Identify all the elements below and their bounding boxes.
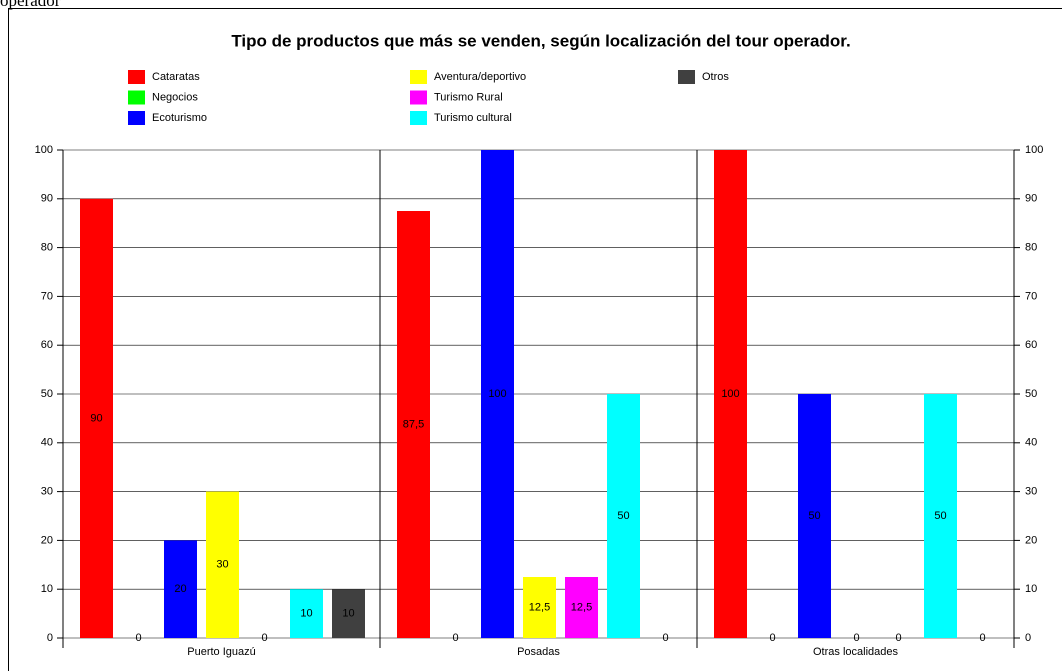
y2-tick-label: 90 xyxy=(1025,193,1037,205)
clipped-text: operador xyxy=(0,0,61,10)
y-tick-label: 80 xyxy=(41,242,53,254)
value-label: 0 xyxy=(979,632,985,644)
y2-tick-label: 30 xyxy=(1025,486,1037,498)
value-label: 0 xyxy=(261,632,267,644)
y2-tick-label: 80 xyxy=(1025,242,1037,254)
value-label: 0 xyxy=(769,632,775,644)
legend-swatch xyxy=(410,70,427,84)
bar xyxy=(290,589,323,638)
value-label: 30 xyxy=(216,559,228,571)
bar xyxy=(798,394,831,638)
value-label: 90 xyxy=(90,412,102,424)
y-tick-label: 60 xyxy=(41,339,53,351)
value-label: 50 xyxy=(808,510,820,522)
value-label: 50 xyxy=(934,510,946,522)
legend-label: Turismo cultural xyxy=(434,112,512,124)
bar xyxy=(481,150,514,638)
legend-label: Cataratas xyxy=(152,71,200,83)
bar xyxy=(164,540,197,638)
y-tick-label: 40 xyxy=(41,437,53,449)
bar xyxy=(523,577,556,638)
y-tick-label: 70 xyxy=(41,290,53,302)
legend-swatch xyxy=(410,111,427,125)
legend-swatch xyxy=(128,70,145,84)
y2-tick-label: 40 xyxy=(1025,437,1037,449)
bar xyxy=(332,589,365,638)
bar xyxy=(206,491,239,638)
legend-swatch xyxy=(678,70,695,84)
x-tick-label: Posadas xyxy=(517,646,560,658)
value-label: 87,5 xyxy=(403,418,424,430)
value-label: 12,5 xyxy=(571,601,592,613)
value-label: 0 xyxy=(662,632,668,644)
y2-tick-label: 20 xyxy=(1025,534,1037,546)
legend-swatch xyxy=(128,90,145,105)
value-label: 10 xyxy=(300,608,312,620)
x-tick-label: Otras localidades xyxy=(813,646,898,658)
y-tick-label: 100 xyxy=(35,144,53,156)
legend-label: Otros xyxy=(702,71,729,83)
value-label: 10 xyxy=(342,608,354,620)
value-label: 12,5 xyxy=(529,601,550,613)
legend-swatch xyxy=(128,111,145,125)
frame xyxy=(8,8,1062,671)
legend-label: Ecoturismo xyxy=(152,112,207,124)
y-tick-label: 20 xyxy=(41,534,53,546)
bar xyxy=(924,394,957,638)
chart-title: Tipo de productos que más se venden, seg… xyxy=(231,31,850,50)
value-label: 100 xyxy=(488,388,506,400)
bar xyxy=(714,150,747,638)
y2-tick-label: 10 xyxy=(1025,583,1037,595)
y-tick-label: 10 xyxy=(41,583,53,595)
y-tick-label: 30 xyxy=(41,486,53,498)
y2-tick-label: 0 xyxy=(1025,632,1031,644)
value-label: 100 xyxy=(721,388,739,400)
y2-tick-label: 70 xyxy=(1025,290,1037,302)
value-label: 0 xyxy=(452,632,458,644)
y-tick-label: 90 xyxy=(41,193,53,205)
value-label: 50 xyxy=(617,510,629,522)
x-tick-label: Puerto Iguazú xyxy=(187,646,256,658)
legend-label: Aventura/deportivo xyxy=(434,71,526,83)
bar xyxy=(565,577,598,638)
value-label: 0 xyxy=(853,632,859,644)
bar xyxy=(607,394,640,638)
y2-tick-label: 60 xyxy=(1025,339,1037,351)
y-tick-label: 50 xyxy=(41,388,53,400)
legend-label: Negocios xyxy=(152,91,198,103)
bar xyxy=(397,211,430,638)
y-tick-label: 0 xyxy=(47,632,53,644)
legend-swatch xyxy=(410,90,427,105)
value-label: 20 xyxy=(174,583,186,595)
bar xyxy=(80,198,113,639)
y2-tick-label: 50 xyxy=(1025,388,1037,400)
value-label: 0 xyxy=(135,632,141,644)
y2-tick-label: 100 xyxy=(1025,144,1043,156)
legend-label: Turismo Rural xyxy=(434,91,503,103)
value-label: 0 xyxy=(895,632,901,644)
